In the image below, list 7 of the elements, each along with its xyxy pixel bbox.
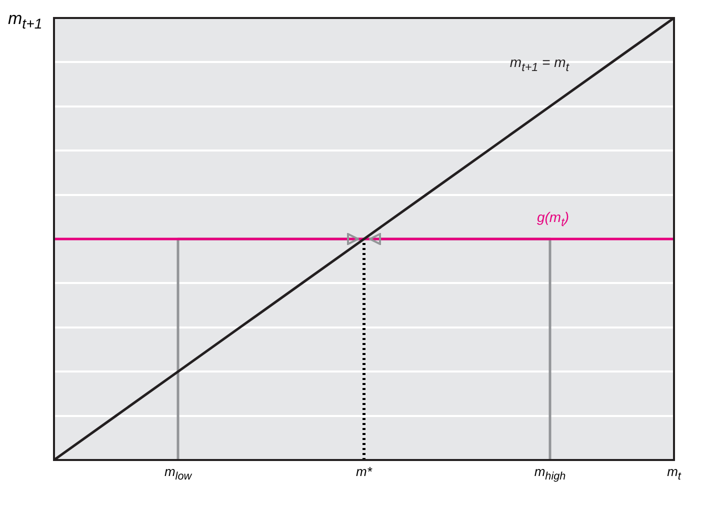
- series-label: g(m$_{t}$): [536, 209, 569, 229]
- x-tick-label: m$_{low}$: [163, 464, 193, 483]
- series-label: m$_{t+1}$ = m$_{t}$: [508, 54, 569, 74]
- x-tick-label: m$_{high}$: [533, 464, 567, 483]
- y-axis-title: m$_{t+1}$: [8, 9, 42, 32]
- x-tick-label: m$_{t}$: [666, 464, 682, 483]
- x-tick-label: m*: [355, 464, 374, 479]
